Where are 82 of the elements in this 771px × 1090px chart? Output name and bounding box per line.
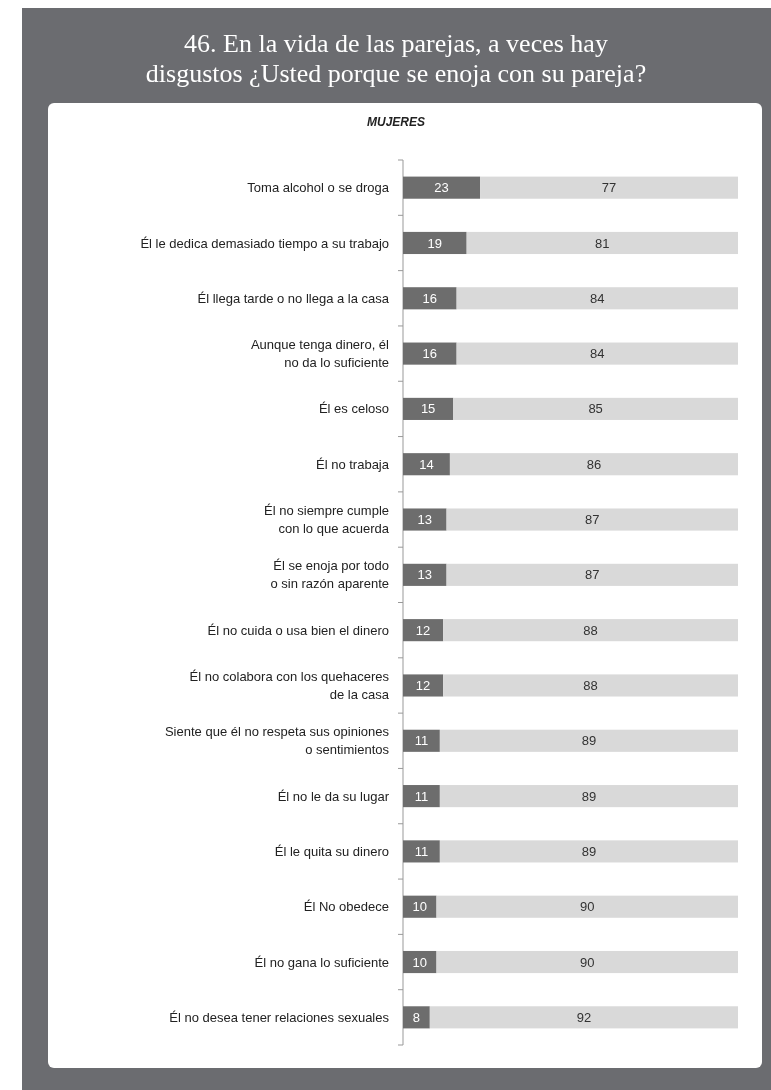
y-tick-label: Él no siempre cumple con lo que acuerda <box>264 503 390 537</box>
y-tick-label: Él le quita su dinero <box>274 843 389 859</box>
data-label: 90 <box>580 899 595 915</box>
y-tick-label: Él No obedece <box>303 899 389 915</box>
data-label: 13 <box>417 567 433 583</box>
data-label: 11 <box>414 733 429 749</box>
y-tick-label: Siente que él no respeta sus opiniones o sentimientos <box>164 724 390 758</box>
data-label: 89 <box>581 788 597 804</box>
data-label: 14 <box>419 456 434 472</box>
bar <box>403 287 457 310</box>
data-label: 12 <box>415 678 431 694</box>
bar <box>403 176 481 199</box>
y-tick-label: Él no colabora con los quehaceres de la casa <box>189 669 390 703</box>
data-label: 87 <box>585 567 600 583</box>
y-tick-label: Toma alcohol o se droga <box>247 180 390 196</box>
bar <box>403 563 447 586</box>
data-label: 84 <box>590 290 605 306</box>
bar <box>403 397 454 420</box>
bar <box>403 342 457 365</box>
bar <box>403 619 444 642</box>
bar <box>436 895 738 918</box>
bar <box>439 785 738 808</box>
bar <box>439 729 738 752</box>
data-label: 13 <box>417 512 433 528</box>
y-tick-label: Él no trabaja <box>316 456 390 472</box>
data-label: 11 <box>414 788 429 804</box>
y-tick-label: Él no cuida o usa bien el dinero <box>207 622 389 638</box>
data-label: 90 <box>580 954 595 970</box>
bar <box>403 895 437 918</box>
bar <box>443 619 738 642</box>
data-label: 15 <box>420 401 436 417</box>
data-label: 88 <box>583 622 598 638</box>
data-label: 87 <box>585 512 600 528</box>
data-label: 19 <box>427 235 443 251</box>
bar <box>403 231 467 255</box>
data-label: 11 <box>414 843 429 859</box>
data-label: 84 <box>590 346 605 362</box>
data-label: 16 <box>422 346 438 362</box>
bar <box>439 840 738 863</box>
data-label: 85 <box>588 401 603 417</box>
bar <box>429 1006 738 1029</box>
bar <box>403 785 440 808</box>
y-tick-label: Él se enoja por todo o sin razón aparente <box>270 558 389 592</box>
y-tick-label: Él es celoso <box>318 401 389 417</box>
bar <box>456 342 738 365</box>
bar <box>403 950 437 974</box>
data-label: 86 <box>586 456 602 472</box>
bar <box>449 453 738 476</box>
data-label: 12 <box>415 622 431 638</box>
y-tick-label: Él no gana lo suficiente <box>254 954 389 970</box>
y-tick-label: Él no desea tener relaciones sexuales <box>169 1009 390 1025</box>
y-tick-label: Él le dedica demasiado tiempo a su trabajo <box>140 235 389 251</box>
chart-subtitle: MUJERES <box>366 115 426 129</box>
bar <box>436 950 738 974</box>
data-label: 89 <box>581 733 597 749</box>
bar <box>403 453 450 476</box>
data-label: 88 <box>583 678 598 694</box>
data-label: 81 <box>595 235 610 251</box>
data-label: 10 <box>412 954 427 970</box>
y-tick-label: Él no le da su lugar <box>277 788 390 804</box>
bar <box>403 1006 430 1029</box>
bar <box>443 674 738 697</box>
bar <box>403 508 447 531</box>
bar <box>446 508 738 531</box>
data-label: 10 <box>412 899 427 915</box>
bar <box>403 674 444 697</box>
bar <box>403 840 440 863</box>
data-label: 89 <box>581 843 597 859</box>
bar <box>456 287 738 310</box>
bar <box>480 176 738 199</box>
data-label: 92 <box>576 1009 592 1025</box>
bar <box>403 729 440 752</box>
data-label: 23 <box>434 180 449 196</box>
y-tick-label: Aunque tenga dinero, él no da lo suficiente <box>250 337 390 371</box>
data-label: 16 <box>422 290 438 306</box>
bar <box>466 231 738 255</box>
bar <box>446 563 738 586</box>
chart-title: 46. En la vida de las parejas, a veces hay disgustos ¿Usted porque se enoja con su pareja? <box>145 29 647 88</box>
y-tick-label: Él llega tarde o no llega a la casa <box>197 290 390 306</box>
bar <box>453 397 738 420</box>
data-label: 8 <box>412 1009 421 1025</box>
data-label: 77 <box>601 180 617 196</box>
